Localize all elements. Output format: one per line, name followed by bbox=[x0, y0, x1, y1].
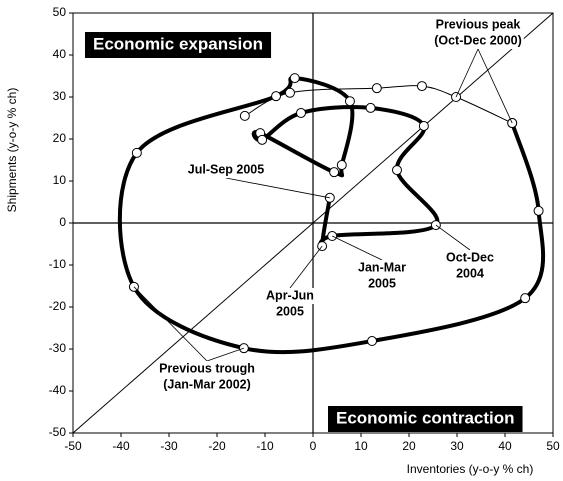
y-tick-label: 50 bbox=[53, 5, 67, 19]
data-point bbox=[365, 102, 376, 113]
annotation-bg bbox=[157, 361, 257, 377]
annotation-bg bbox=[366, 276, 398, 292]
data-point bbox=[392, 165, 402, 176]
annotation: (Jan-Mar 2002) bbox=[163, 377, 251, 391]
y-tick-label: -10 bbox=[49, 257, 67, 271]
y-tick-label: -40 bbox=[49, 383, 67, 397]
data-point bbox=[520, 293, 531, 304]
data-point bbox=[257, 134, 268, 145]
data-point bbox=[271, 91, 282, 102]
annotation: (Oct-Dec 2000) bbox=[434, 33, 522, 47]
y-axis-label: Shipments (y-o-y % ch) bbox=[5, 88, 19, 213]
x-tick-label: -10 bbox=[256, 439, 274, 453]
annotation-bg bbox=[274, 304, 306, 320]
data-point bbox=[533, 205, 544, 216]
data-point bbox=[418, 120, 429, 131]
annotation-bg bbox=[433, 17, 523, 33]
region-box bbox=[85, 32, 272, 58]
x-tick-label: -20 bbox=[208, 439, 226, 453]
data-point bbox=[416, 81, 427, 92]
y-tick-label: 0 bbox=[59, 215, 66, 229]
x-tick-label: 20 bbox=[402, 439, 416, 453]
x-tick-label: 0 bbox=[310, 439, 317, 453]
x-axis-label: Inventories (y-o-y % ch) bbox=[407, 462, 534, 476]
data-point bbox=[296, 107, 306, 118]
y-tick-label: -30 bbox=[49, 341, 67, 355]
leader-line bbox=[289, 245, 323, 289]
leader-line bbox=[206, 347, 245, 362]
y-tick-label: 40 bbox=[53, 47, 67, 61]
annotation: Oct-Dec bbox=[446, 250, 494, 264]
annotation-bg bbox=[454, 266, 486, 282]
leader-line bbox=[332, 235, 383, 261]
region-box bbox=[328, 406, 523, 432]
annotation: Jan-Mar bbox=[358, 260, 406, 274]
y-tick-label: 20 bbox=[53, 131, 67, 145]
annotation: 2004 bbox=[456, 266, 484, 280]
data-point bbox=[239, 110, 250, 121]
x-tick-label: 10 bbox=[354, 439, 368, 453]
series-line bbox=[117, 76, 546, 355]
y-tick-label: 30 bbox=[53, 89, 67, 103]
data-point bbox=[344, 96, 355, 107]
leader-line bbox=[225, 177, 330, 199]
x-tick-label: -50 bbox=[64, 439, 82, 453]
leader-line bbox=[477, 48, 513, 124]
annotation: Jul-Sep 2005 bbox=[188, 162, 264, 176]
y-tick-label: 10 bbox=[53, 173, 67, 187]
region-label: Economic contraction bbox=[336, 408, 515, 427]
x-tick-label: -40 bbox=[112, 439, 130, 453]
data-point bbox=[367, 336, 378, 347]
data-point bbox=[131, 147, 142, 158]
x-tick-label: -30 bbox=[160, 439, 178, 453]
annotation: 2005 bbox=[368, 276, 396, 290]
region-label: Economic expansion bbox=[93, 34, 263, 53]
annotation: Apr-Jun bbox=[266, 288, 314, 302]
annotation: 2005 bbox=[276, 304, 304, 318]
annotation: Previous trough bbox=[159, 361, 255, 375]
annotation-bg bbox=[161, 377, 253, 393]
annotation-bg bbox=[432, 33, 524, 49]
annotation-bg bbox=[264, 288, 316, 304]
data-point bbox=[329, 167, 340, 178]
data-point bbox=[371, 83, 382, 94]
data-point bbox=[336, 160, 347, 171]
annotation: Previous peak bbox=[436, 17, 521, 31]
data-point bbox=[284, 87, 295, 98]
x-tick-label: 50 bbox=[546, 439, 560, 453]
y-tick-label: -50 bbox=[49, 425, 67, 439]
leader-line bbox=[435, 224, 471, 251]
data-point bbox=[289, 73, 300, 84]
annotation-bg bbox=[444, 250, 496, 266]
y-tick-label: -20 bbox=[49, 299, 67, 313]
leader-line bbox=[455, 48, 479, 98]
annotation-bg bbox=[356, 260, 408, 276]
leader-line bbox=[133, 286, 208, 362]
annotation-bg bbox=[185, 162, 267, 178]
x-tick-label: 30 bbox=[450, 439, 464, 453]
x-tick-label: 40 bbox=[498, 439, 512, 453]
